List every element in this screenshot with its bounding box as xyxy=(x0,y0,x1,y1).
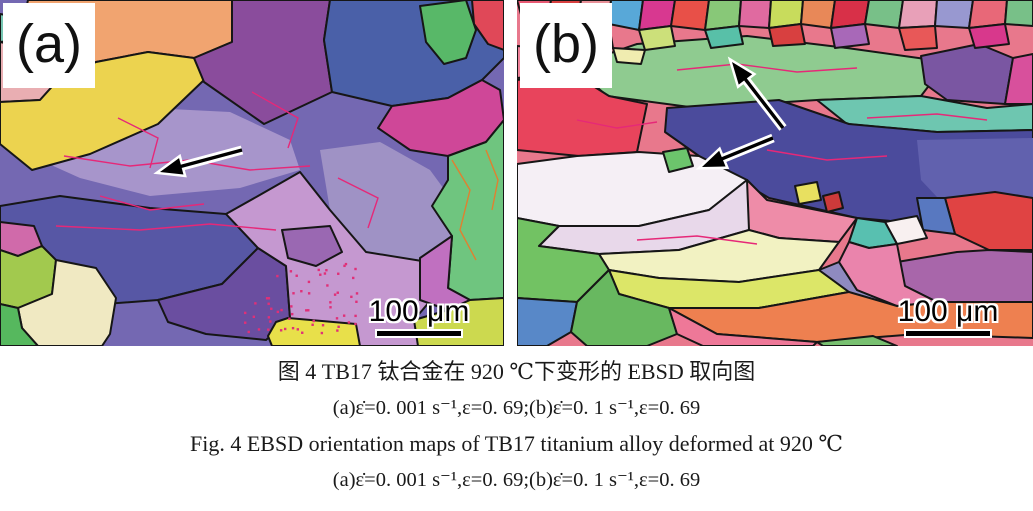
panel-a-scalebar: 100 μm xyxy=(339,296,499,338)
panel-b: (b) 100 μm xyxy=(517,0,1033,346)
scalebar-a-line xyxy=(375,329,463,338)
scalebar-a-label: 100 μm xyxy=(368,295,470,328)
annotation-arrow xyxy=(153,145,244,178)
annotation-arrow xyxy=(727,56,787,131)
panels-row: (a) 100 μm (b) 100 μm xyxy=(0,0,1033,346)
ebsd-map-b xyxy=(517,0,1033,346)
annotation-arrow xyxy=(695,133,775,170)
panel-a-label: (a) xyxy=(3,3,95,88)
scalebar-b-line xyxy=(904,329,992,338)
ebsd-map-a xyxy=(0,0,504,346)
panel-b-scalebar: 100 μm xyxy=(868,296,1028,338)
caption-en-title: Fig. 4 EBSD orientation maps of TB17 tit… xyxy=(190,431,843,456)
panel-b-label: (b) xyxy=(520,3,612,88)
figure-caption: 图 4 TB17 钛合金在 920 ℃下变形的 EBSD 取向图 (a)ε̇=0… xyxy=(0,354,1033,498)
caption-zh-conditions: (a)ε̇=0. 001 s⁻¹,ε=0. 69;(b)ε̇=0. 1 s⁻¹,… xyxy=(332,397,701,419)
caption-en-conditions: (a)ε̇=0. 001 s⁻¹,ε=0. 69;(b)ε̇=0. 1 s⁻¹,… xyxy=(332,469,701,491)
scalebar-b-label: 100 μm xyxy=(897,295,999,328)
caption-zh-title: 图 4 TB17 钛合金在 920 ℃下变形的 EBSD 取向图 xyxy=(277,359,756,384)
panel-a: (a) 100 μm xyxy=(0,0,504,346)
